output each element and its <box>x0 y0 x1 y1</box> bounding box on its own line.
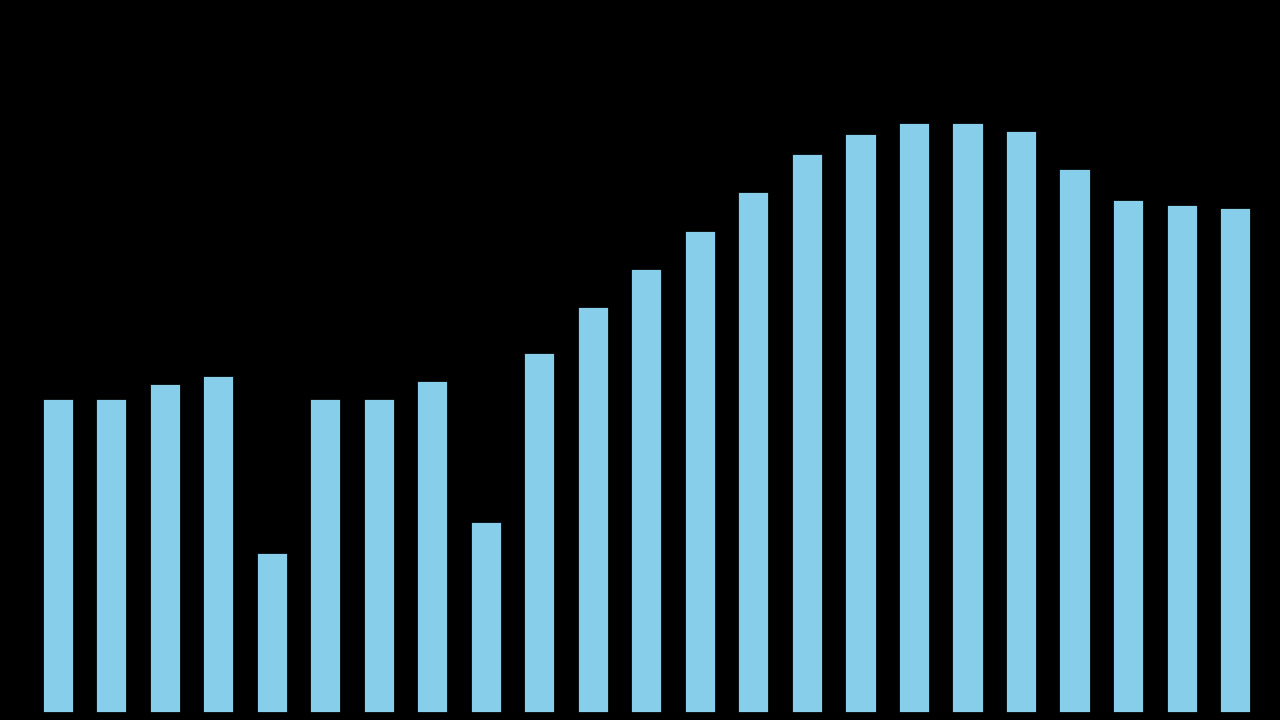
Bar <box>951 122 983 713</box>
Bar <box>256 552 288 713</box>
Bar <box>1166 204 1198 713</box>
Bar <box>362 398 394 713</box>
Bar <box>791 153 823 713</box>
Bar <box>630 268 663 713</box>
Bar <box>148 383 180 713</box>
Bar <box>416 380 448 713</box>
Bar <box>845 133 877 713</box>
Bar <box>202 375 234 713</box>
Bar <box>577 306 609 713</box>
Bar <box>1005 130 1037 713</box>
Bar <box>737 192 769 713</box>
Bar <box>95 398 127 713</box>
Bar <box>1059 168 1091 713</box>
Bar <box>310 398 342 713</box>
Bar <box>524 352 556 713</box>
Bar <box>684 230 716 713</box>
Bar <box>470 521 502 713</box>
Bar <box>1112 199 1144 713</box>
Bar <box>1219 207 1251 713</box>
Bar <box>899 122 931 713</box>
Bar <box>42 398 74 713</box>
